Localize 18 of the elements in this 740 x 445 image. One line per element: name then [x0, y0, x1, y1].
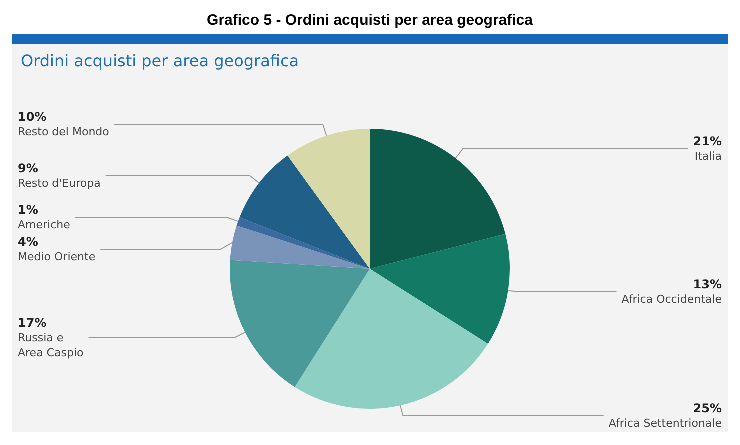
slice-label: Medio Oriente [18, 250, 96, 264]
data-label: 10% [18, 110, 47, 124]
data-label: 9% [18, 161, 38, 176]
data-label: 17% [18, 316, 47, 330]
chart-title: Grafico 5 - Ordini acquisti per area geografica [206, 11, 534, 31]
data-label: 4% [18, 235, 38, 250]
slice-label: Africa Settentrionale [608, 417, 722, 430]
data-label: 21% [693, 134, 722, 148]
data-label: 25% [693, 402, 722, 416]
slice-label: Resto d'Europa [18, 176, 101, 190]
slice-label: Americhe [18, 218, 71, 232]
chart-subtitle: Ordini acquisti per area geografica [21, 52, 300, 70]
slice-label: Italia [694, 150, 722, 163]
slice-label: Resto del Mondo [18, 125, 110, 138]
slice-label: Russia e Area Caspio [18, 332, 84, 360]
data-label: 13% [693, 278, 722, 292]
data-label: 1% [18, 203, 38, 218]
slice-label: Africa Occidentale [622, 293, 722, 306]
